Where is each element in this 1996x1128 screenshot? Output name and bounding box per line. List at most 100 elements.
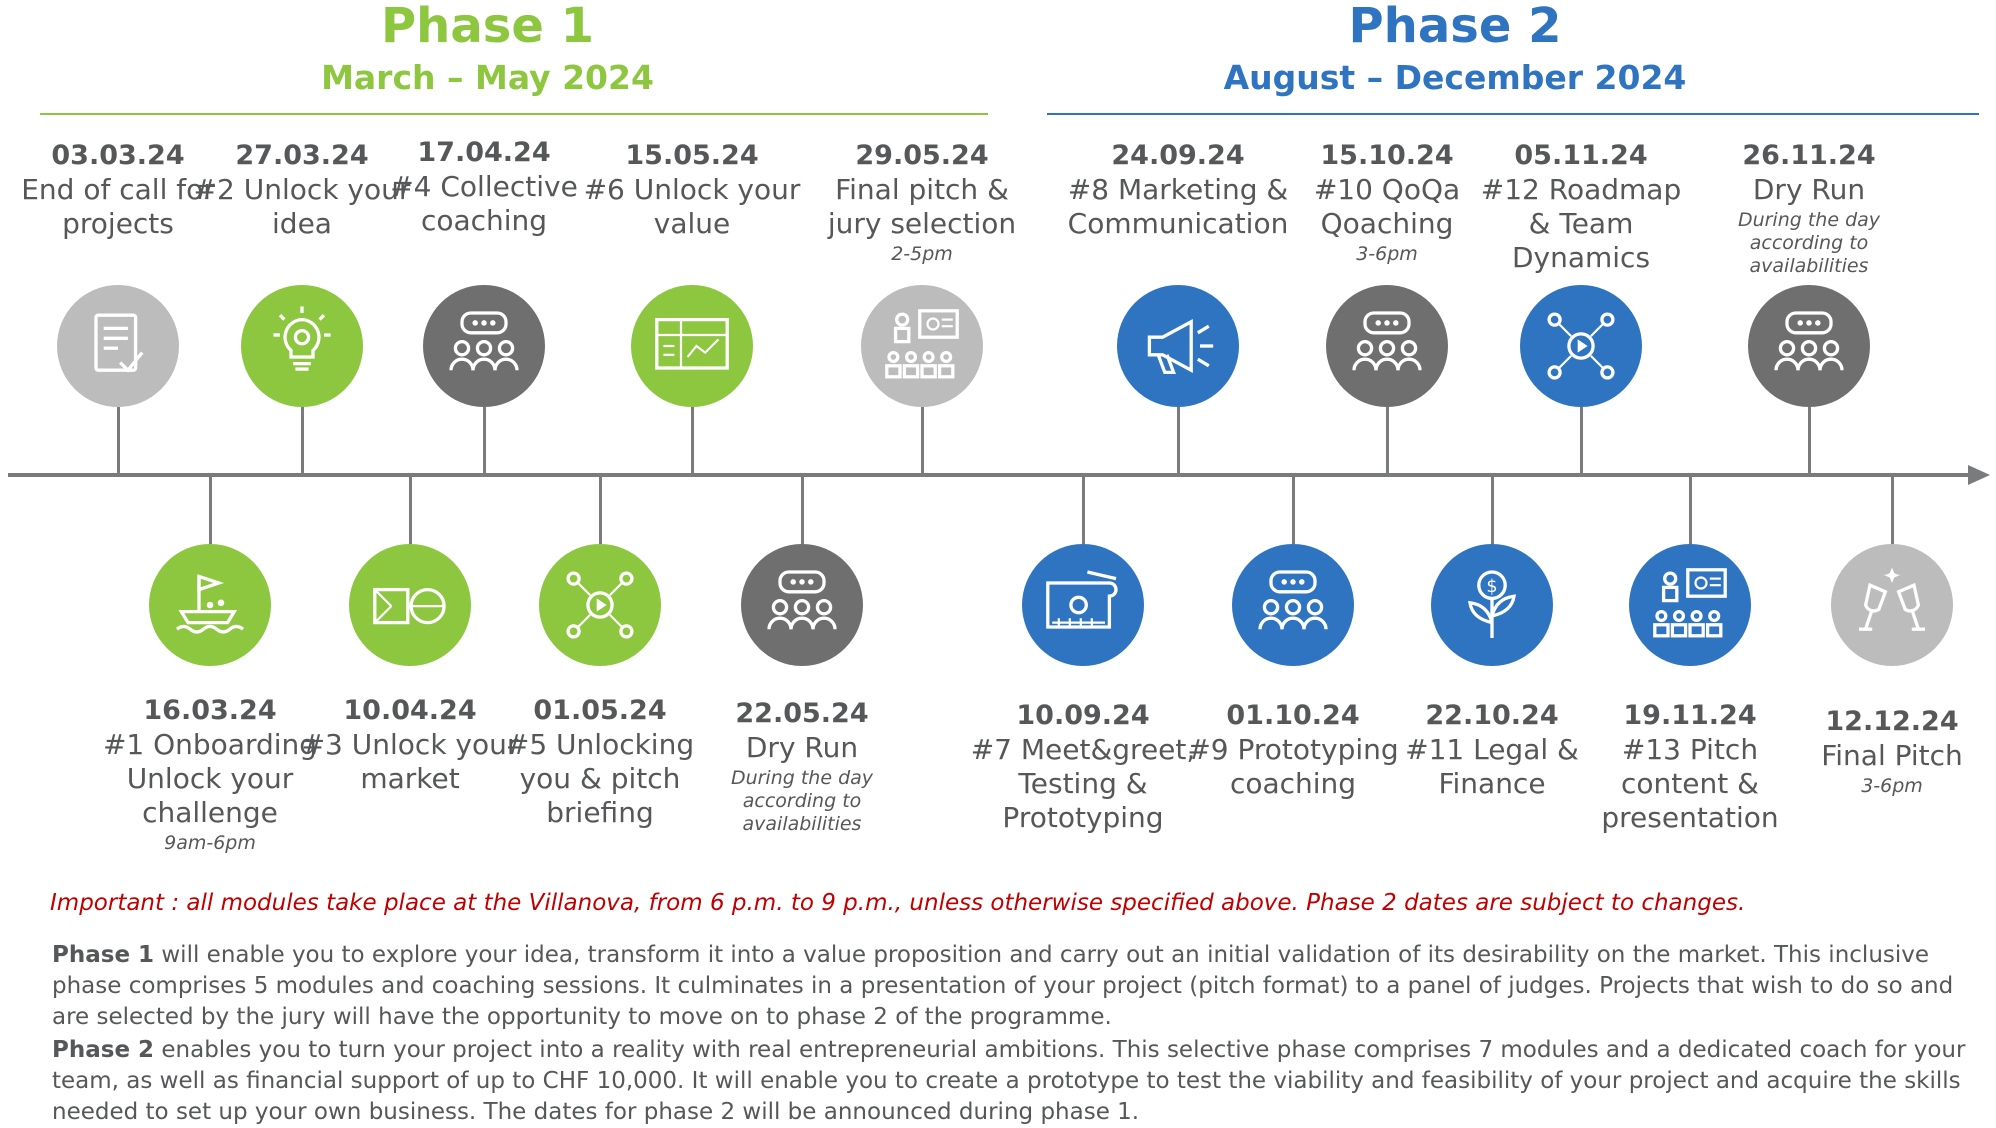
- milestone-label: 10.09.24 #7 Meet&greet, Testing & Prototy…: [968, 700, 1198, 835]
- milestone-time: 3-6pm: [1861, 775, 1923, 798]
- milestone-name: #4 Collective coaching: [390, 169, 578, 238]
- phase1-description-text: will enable you to explore your idea, tr…: [52, 942, 1954, 1031]
- square-circle-icon: [366, 561, 454, 649]
- presentation-audience-icon: [878, 302, 966, 390]
- milestone-circle: [1022, 544, 1144, 666]
- group-chat-icon: [440, 302, 528, 390]
- milestone-date: 15.10.24: [1320, 140, 1454, 171]
- milestone-name: Final Pitch: [1821, 738, 1963, 772]
- timeline-connector: [1177, 407, 1180, 475]
- important-note: Important : all modules take place at th…: [50, 890, 1746, 916]
- milestone-name: #1 Onboarding Unlock your challenge: [102, 727, 318, 830]
- milestone-circle: [1520, 285, 1642, 407]
- timeline-connector: [209, 475, 212, 544]
- milestone-label: 22.10.24 #11 Legal & Finance: [1377, 700, 1607, 801]
- milestone-label: 03.03.24 End of call for projects: [3, 140, 233, 241]
- milestone-label: 16.03.24 #1 Onboarding Unlock your challe…: [95, 695, 325, 856]
- timeline-connector: [1292, 475, 1295, 544]
- phase1-title: Phase 1: [381, 0, 594, 54]
- timeline-connector: [691, 407, 694, 475]
- milestone-name: #11 Legal & Finance: [1405, 732, 1579, 801]
- milestone-date: 15.05.24: [625, 140, 759, 171]
- timeline-connector: [1891, 475, 1894, 544]
- timeline-connector: [409, 475, 412, 544]
- milestone-circle: [861, 285, 983, 407]
- milestone-date: 19.11.24: [1623, 700, 1757, 731]
- milestone-circle: [1232, 544, 1354, 666]
- group-chat-icon: [1343, 302, 1431, 390]
- milestone-date: 05.11.24: [1514, 140, 1648, 171]
- milestone-name: #12 Roadmap & Team Dynamics: [1480, 172, 1682, 275]
- milestone-label: 22.05.24 Dry Run During the day according …: [687, 698, 917, 837]
- milestone-circle: [539, 544, 661, 666]
- timeline-connector: [1689, 475, 1692, 544]
- milestone-date: 22.10.24: [1425, 700, 1559, 731]
- milestone-name: #9 Prototyping coaching: [1187, 732, 1399, 801]
- timeline-connector: [801, 475, 804, 544]
- milestone-name: #13 Pitch content & presentation: [1601, 732, 1779, 835]
- timeline-connector: [921, 407, 924, 475]
- milestone-label: 27.03.24 #2 Unlock your idea: [187, 140, 417, 241]
- milestone-date: 10.09.24: [1016, 700, 1150, 731]
- milestone-circle: [631, 285, 753, 407]
- timeline-connector: [1491, 475, 1494, 544]
- phase2-description-lead: Phase 2: [52, 1037, 155, 1063]
- milestone-circle: [1326, 285, 1448, 407]
- milestone-circle: [149, 544, 271, 666]
- timeline-arrowhead: [1968, 465, 1990, 485]
- milestone-name: Dry Run: [745, 730, 859, 764]
- milestone-date: 16.03.24: [143, 695, 277, 726]
- milestone-label: 29.05.24 Final pitch & jury selection 2-5p…: [807, 140, 1037, 266]
- champagne-toast-icon: [1848, 561, 1936, 649]
- phase1-description-lead: Phase 1: [52, 942, 155, 968]
- phase1-underline: [40, 113, 988, 115]
- milestone-name: End of call for projects: [21, 172, 215, 241]
- phase2-period: August – December 2024: [1223, 58, 1687, 97]
- milestone-label: 01.05.24 #5 Unlocking you & pitch briefin…: [485, 695, 715, 830]
- group-chat-icon: [758, 561, 846, 649]
- blueprint-icon: [1039, 561, 1127, 649]
- timeline-connector: [599, 475, 602, 544]
- whiteboard-icon: [648, 302, 736, 390]
- milestone-time: 9am-6pm: [164, 832, 256, 855]
- money-plant-icon: $: [1448, 561, 1536, 649]
- milestone-date: 10.04.24: [343, 695, 477, 726]
- milestone-time: During the day according to availabiliti…: [1737, 209, 1881, 278]
- milestone-circle: [1629, 544, 1751, 666]
- milestone-date: 17.04.24: [417, 137, 551, 168]
- milestone-date: 01.10.24: [1226, 700, 1360, 731]
- milestone-name: #7 Meet&greet, Testing & Prototyping: [970, 732, 1196, 835]
- milestone-circle: [741, 544, 863, 666]
- network-play-icon: [1537, 302, 1625, 390]
- timeline-connector: [301, 407, 304, 475]
- megaphone-icon: [1134, 302, 1222, 390]
- timeline-axis: [8, 473, 1976, 477]
- group-chat-icon: [1765, 302, 1853, 390]
- milestone-date: 03.03.24: [51, 140, 185, 171]
- milestone-time: 2-5pm: [891, 243, 953, 266]
- milestone-label: 05.11.24 #12 Roadmap & Team Dynamics: [1466, 140, 1696, 275]
- phase1-description: Phase 1 will enable you to explore your …: [52, 940, 1987, 1033]
- milestone-label: 17.04.24 #4 Collective coaching: [369, 137, 599, 238]
- milestone-name: #3 Unlock your market: [301, 727, 519, 796]
- milestone-label: 19.11.24 #13 Pitch content & presentation: [1575, 700, 1805, 835]
- milestone-date: 24.09.24: [1111, 140, 1245, 171]
- milestone-name: Final pitch & jury selection: [827, 172, 1017, 241]
- milestone-name: Dry Run: [1752, 172, 1866, 206]
- phase2-title: Phase 2: [1348, 0, 1562, 54]
- timeline-connector: [1808, 407, 1811, 475]
- milestone-circle: [1117, 285, 1239, 407]
- milestone-circle: $: [1431, 544, 1553, 666]
- milestone-circle: [241, 285, 363, 407]
- milestone-circle: [1831, 544, 1953, 666]
- document-check-icon: [74, 302, 162, 390]
- milestone-date: 22.05.24: [735, 698, 869, 729]
- milestone-circle: [57, 285, 179, 407]
- milestone-name: #10 QoQa Qoaching: [1313, 172, 1461, 241]
- network-play-icon: [556, 561, 644, 649]
- milestone-circle: [423, 285, 545, 407]
- svg-text:$: $: [1486, 577, 1497, 597]
- milestone-label: 10.04.24 #3 Unlock your market: [295, 695, 525, 796]
- phase2-underline: [1047, 113, 1979, 115]
- group-chat-icon: [1249, 561, 1337, 649]
